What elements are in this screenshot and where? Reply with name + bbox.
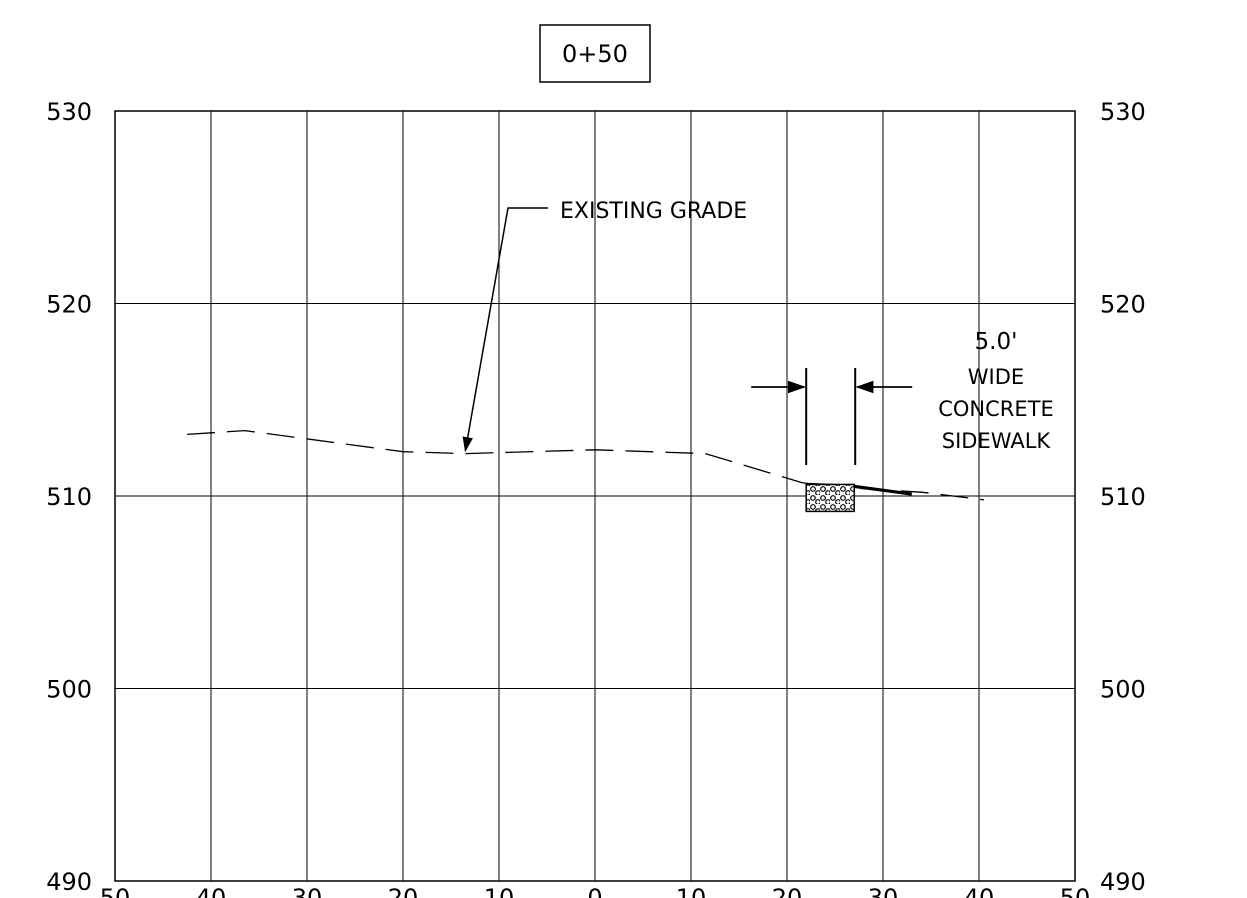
sidewalk-label-line-2: CONCRETE (938, 397, 1054, 421)
y-tick-label-right: 500 (1100, 676, 1146, 704)
x-tick-label: 30 (868, 884, 899, 898)
y-tick-label-right: 490 (1100, 868, 1146, 896)
y-tick-label-left: 530 (46, 98, 92, 126)
existing-grade-label: EXISTING GRADE (560, 199, 747, 224)
gravel-base (805, 483, 855, 513)
x-tick-label: 50 (100, 884, 131, 898)
y-tick-label-left: 490 (46, 868, 92, 896)
y-tick-label-right: 510 (1100, 483, 1146, 511)
y-tick-label-right: 520 (1100, 291, 1146, 319)
y-tick-label-left: 510 (46, 483, 92, 511)
sidewalk-label-line-3: SIDEWALK (942, 429, 1052, 453)
x-tick-label: 0 (587, 884, 602, 898)
station-label: 0+50 (562, 40, 628, 68)
y-tick-label-left: 500 (46, 676, 92, 704)
x-tick-label: 10 (676, 884, 707, 898)
sidewalk-callout: 5.0' WIDE CONCRETE SIDEWALK (751, 329, 1054, 513)
x-tick-label: 20 (772, 884, 803, 898)
sidewalk-width-label: 5.0' (975, 329, 1018, 355)
x-tick-label: 30 (292, 884, 323, 898)
y-axis-left: 490 500 510 520 530 (46, 98, 92, 896)
x-tick-label: 40 (964, 884, 995, 898)
grid-lines (115, 111, 1075, 881)
y-tick-label-left: 520 (46, 291, 92, 319)
existing-grade-leader (462, 207, 548, 453)
x-axis: 50 40 30 20 10 0 10 20 30 40 50 (100, 884, 1091, 898)
x-tick-label: 40 (196, 884, 227, 898)
x-tick-label: 10 (484, 884, 515, 898)
y-axis-right: 490 500 510 520 530 (1100, 98, 1146, 896)
y-tick-label-right: 530 (1100, 98, 1146, 126)
existing-grade-callout: EXISTING GRADE (462, 199, 747, 453)
station-label-box (539, 24, 651, 83)
x-tick-label: 50 (1060, 884, 1091, 898)
sidewalk-label-line-1: WIDE (968, 365, 1024, 389)
x-tick-label: 20 (388, 884, 419, 898)
